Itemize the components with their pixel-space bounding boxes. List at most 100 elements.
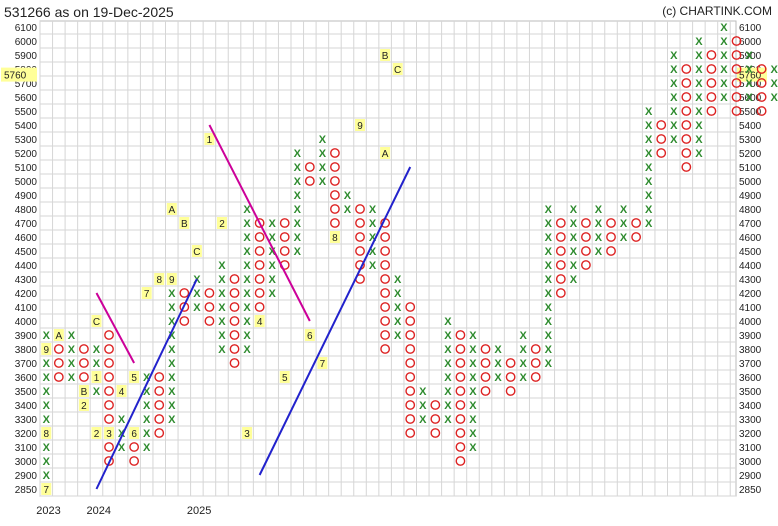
o-box [530,344,541,354]
o-box [129,456,140,466]
o-box [530,372,541,382]
month-marker: 5 [131,373,137,384]
x-box: X [43,330,51,342]
y-tick-label-left: 3700 [15,359,38,370]
o-box [104,344,114,354]
x-box: X [494,344,502,356]
x-box: X [695,148,703,160]
o-box [480,344,491,354]
o-box [555,218,566,228]
x-box: X [394,316,402,328]
month-marker-bg [242,427,253,439]
x-box: X [243,288,251,300]
y-tick-label-right: 5900 [739,51,762,62]
x-box: X [168,302,176,314]
x-box: X [545,232,553,244]
x-box: X [771,78,778,90]
x-box: X [93,358,101,370]
o-box [555,232,566,242]
x-box: X [720,50,728,62]
x-box: X [43,358,51,370]
x-box: X [319,148,327,160]
current-price-badge-left [1,67,37,82]
x-box: X [520,330,528,342]
x-box: X [294,232,302,244]
y-tick-label-left: 4200 [15,289,38,300]
x-box: X [218,302,226,314]
x-box: X [319,176,327,188]
x-box: X [243,330,251,342]
o-box [555,260,566,270]
o-box [405,330,416,340]
x-box: X [545,274,553,286]
x-box: X [369,204,377,216]
month-marker-bg [53,329,64,341]
chart-title: 531266 as on 19-Dec-2025 [4,4,174,20]
x-box: X [143,386,151,398]
y-tick-label-left: 3300 [15,415,38,426]
current-price-badge-right [737,67,767,82]
x-box: X [143,414,151,426]
x-year-label: 2024 [86,505,110,517]
o-box [430,400,441,410]
x-box: X [595,246,603,258]
y-tick-label-left: 5500 [15,107,38,118]
y-tick-label-left: 3900 [15,331,38,342]
o-box [405,372,416,382]
x-box: X [168,372,176,384]
o-box [455,386,466,396]
month-marker-bg [141,287,152,299]
y-tick-label-right: 4000 [739,317,762,328]
x-box: X [670,78,678,90]
o-box [405,428,416,438]
o-box [254,274,265,284]
x-box: X [720,78,728,90]
y-tick-label-right: 4100 [739,303,762,314]
x-box: X [218,330,226,342]
x-box: X [243,218,251,230]
x-box: X [319,162,327,174]
y-tick-label-right: 6000 [739,37,762,48]
o-box [380,330,391,340]
o-box [355,246,365,256]
x-box: X [745,78,753,90]
y-tick-label-left: 4000 [15,317,38,328]
o-box [505,358,516,368]
o-box [204,316,215,326]
x-box: X [43,386,51,398]
month-marker: A [55,331,62,342]
x-box: X [243,232,251,244]
x-box: X [695,36,703,48]
x-box: X [469,414,477,426]
month-marker: 8 [43,429,49,440]
o-box [455,428,466,438]
o-box [681,134,692,144]
month-marker: 5 [282,373,288,384]
o-box [154,372,165,382]
x-box: X [394,330,402,342]
y-tick-label-left: 6000 [15,37,38,48]
y-tick-label-left: 4900 [15,191,38,202]
y-tick-label-right: 2850 [739,485,762,496]
o-box [179,316,190,326]
x-box: X [369,218,377,230]
month-marker: 1 [207,135,213,146]
month-marker: C [93,317,100,328]
o-box [279,232,290,242]
month-marker: 6 [307,331,313,342]
x-box: X [469,442,477,454]
o-box [756,106,767,116]
x-box: X [595,232,603,244]
o-box [79,372,89,382]
month-marker: C [394,65,401,76]
o-box [330,204,340,214]
x-box: X [168,386,176,398]
o-box [505,372,516,382]
o-box [706,50,717,60]
o-box [330,162,340,172]
x-box: X [695,120,703,132]
month-marker-bg [78,399,89,411]
x-box: X [294,148,302,160]
y-tick-label-left: 3500 [15,387,38,398]
o-box [304,176,315,186]
